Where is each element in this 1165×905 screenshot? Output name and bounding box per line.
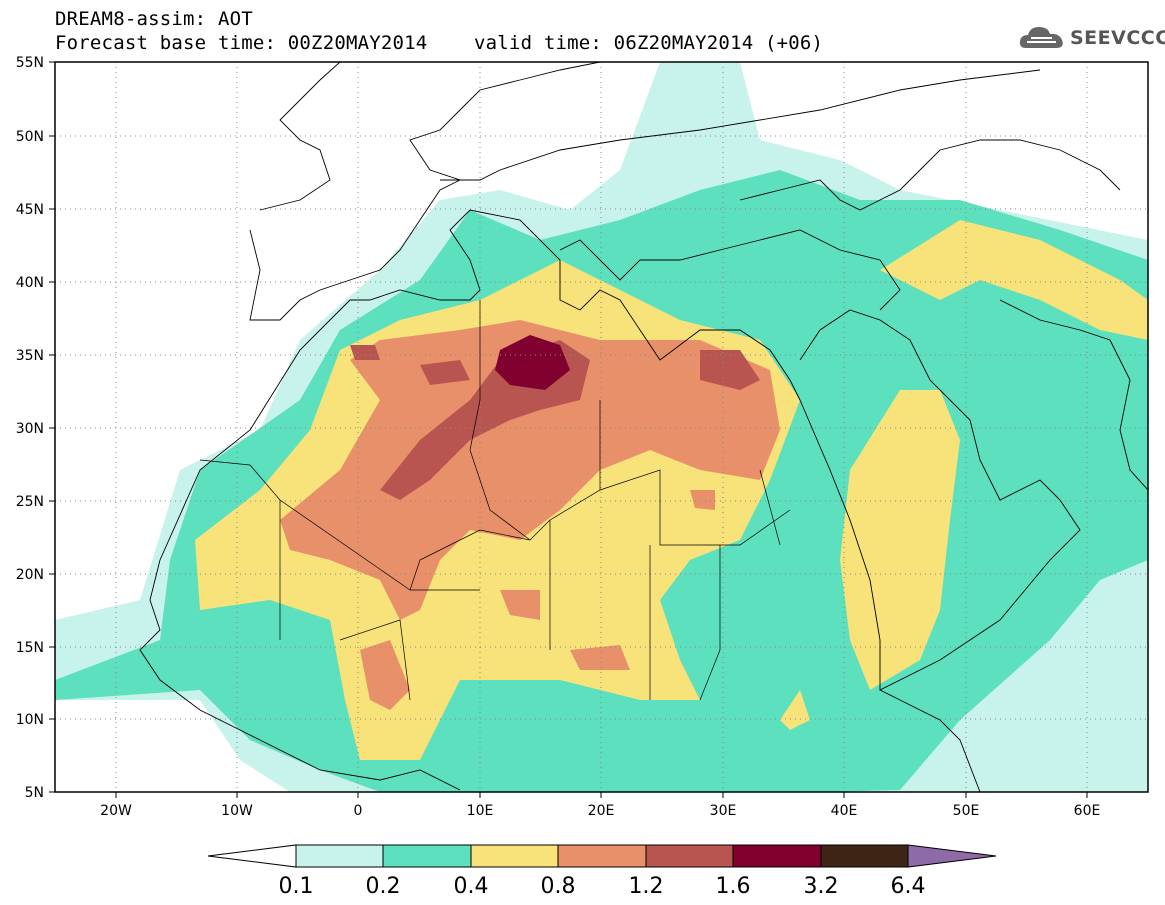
colorbar-label: 6.4 <box>891 874 926 899</box>
aot-contour-1.2 <box>350 345 380 360</box>
colorbar-bin <box>471 845 558 867</box>
lat-label: 5N <box>25 785 44 801</box>
longitude-labels: 20W 10W 0 10E 20E 30E 40E 50E 60E <box>100 803 1100 819</box>
lon-label: 0 <box>354 803 363 819</box>
colorbar-bin <box>296 845 383 867</box>
colorbar-bin <box>558 845 646 867</box>
lat-label: 30N <box>16 421 44 437</box>
lon-label: 20E <box>588 803 615 819</box>
lat-label: 10N <box>16 712 44 728</box>
lat-label: 40N <box>16 275 44 291</box>
lat-label: 35N <box>16 348 44 364</box>
lon-label: 50E <box>953 803 980 819</box>
lon-label: 40E <box>831 803 858 819</box>
lon-label: 10E <box>467 803 494 819</box>
colorbar-bin <box>383 845 471 867</box>
colorbar-label: 0.4 <box>454 874 489 899</box>
lat-label: 25N <box>16 494 44 510</box>
colorbar-label: 0.8 <box>541 874 576 899</box>
colorbar-labels: 0.1 0.2 0.4 0.8 1.2 1.6 3.2 6.4 <box>279 874 926 899</box>
colorbar-label: 1.6 <box>716 874 751 899</box>
colorbar-label: 1.2 <box>629 874 664 899</box>
lat-label: 55N <box>16 55 44 71</box>
lon-label: 20W <box>100 803 132 819</box>
lat-label: 20N <box>16 567 44 583</box>
latitude-labels: 55N 50N 45N 40N 35N 30N 25N 20N 15N 10N … <box>16 55 44 801</box>
colorbar-label: 0.2 <box>366 874 401 899</box>
colorbar-bin <box>821 845 908 867</box>
colorbar-low-triangle <box>208 845 296 867</box>
colorbar-bin <box>646 845 733 867</box>
lat-label: 50N <box>16 129 44 145</box>
colorbar-label: 0.1 <box>279 874 314 899</box>
colorbar-label: 3.2 <box>804 874 839 899</box>
colorbar <box>208 845 996 867</box>
lon-label: 60E <box>1074 803 1101 819</box>
lat-label: 15N <box>16 640 44 656</box>
colorbar-bin <box>733 845 821 867</box>
colorbar-high-triangle <box>908 845 996 867</box>
lon-label: 30E <box>710 803 737 819</box>
lon-label: 10W <box>221 803 253 819</box>
lat-label: 45N <box>16 202 44 218</box>
